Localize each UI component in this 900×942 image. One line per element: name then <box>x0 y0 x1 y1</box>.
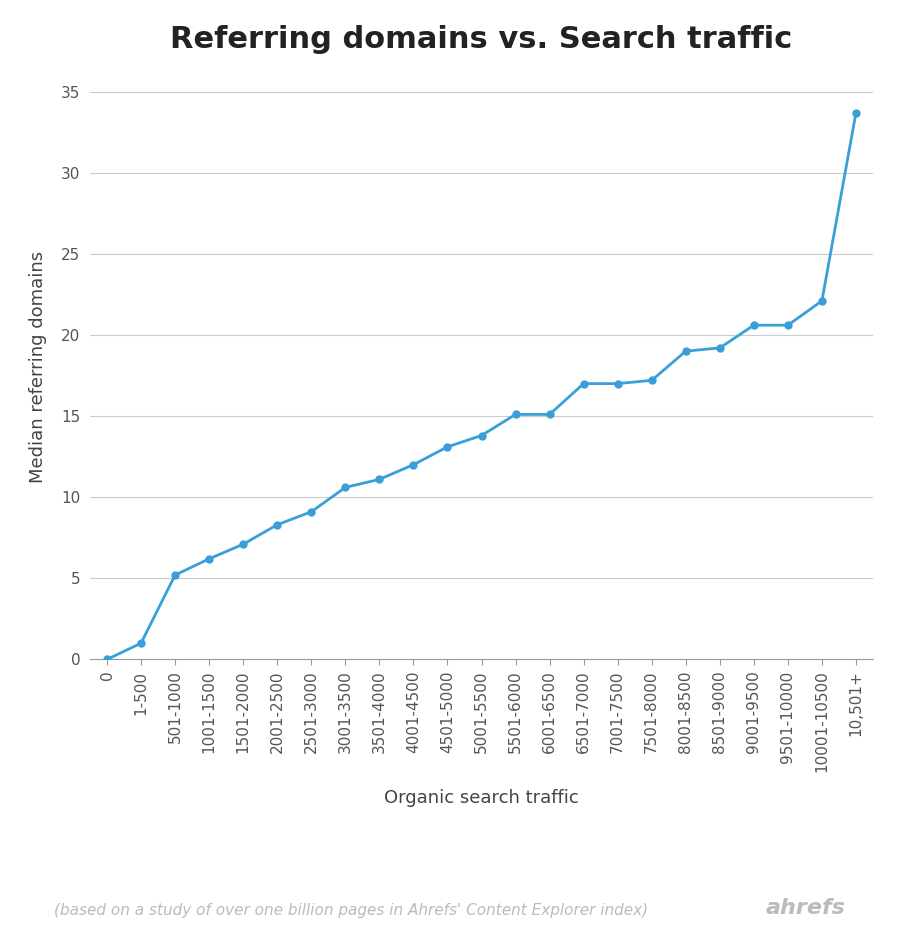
Text: ahrefs: ahrefs <box>766 899 846 918</box>
Title: Referring domains vs. Search traffic: Referring domains vs. Search traffic <box>170 24 793 54</box>
X-axis label: Organic search traffic: Organic search traffic <box>384 789 579 807</box>
Y-axis label: Median referring domains: Median referring domains <box>29 252 47 483</box>
Text: (based on a study of over one billion pages in Ahrefs' Content Explorer index): (based on a study of over one billion pa… <box>54 903 648 918</box>
